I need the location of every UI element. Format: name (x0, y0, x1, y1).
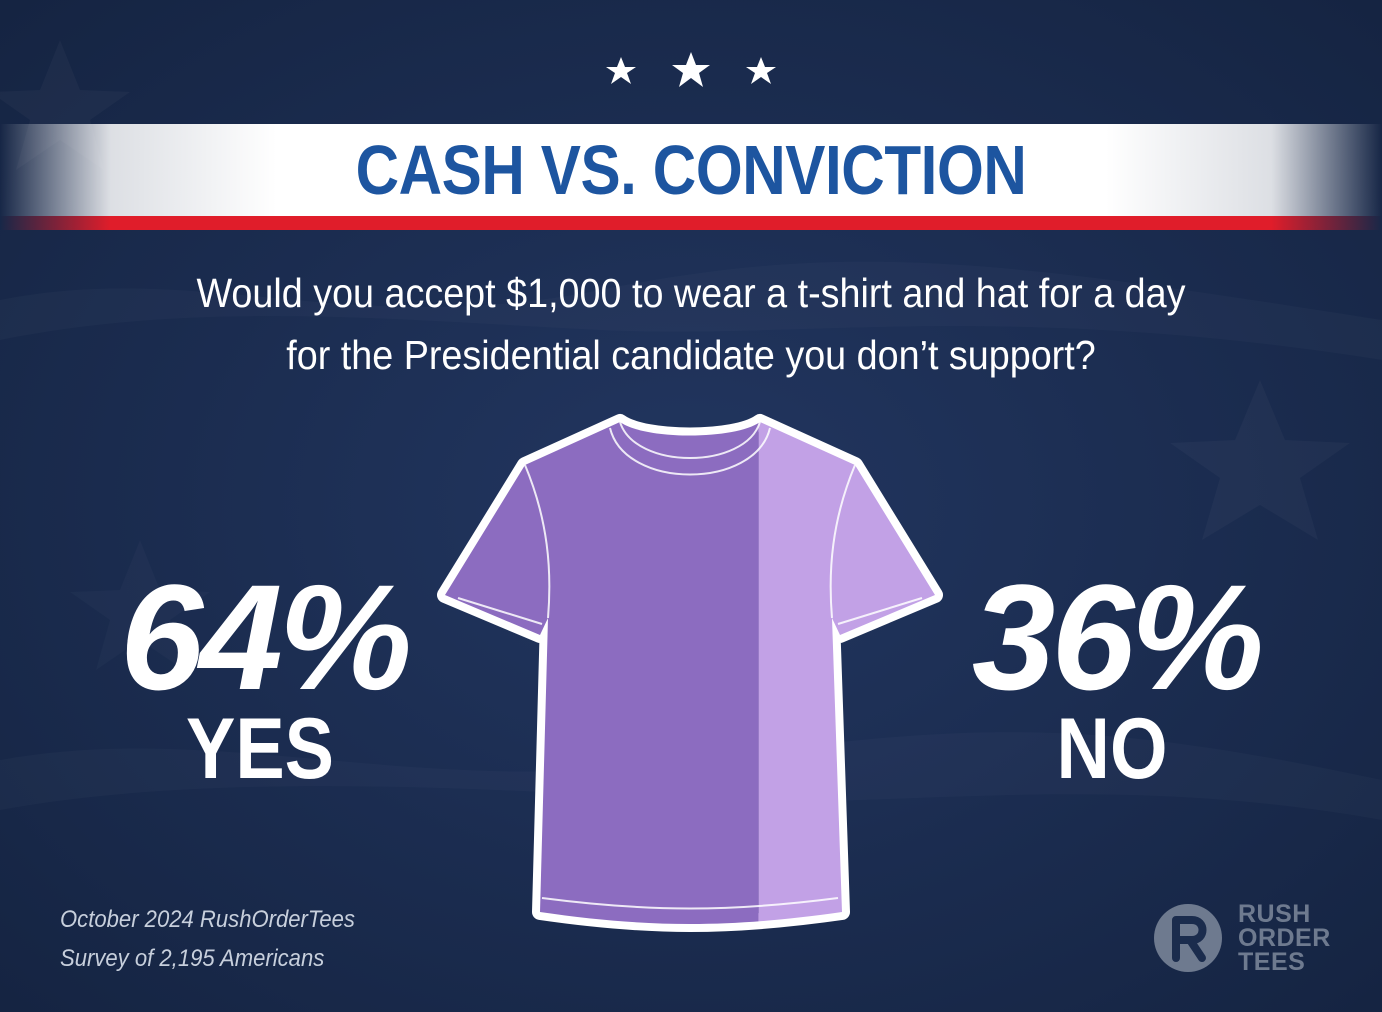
survey-question: Would you accept $1,000 to wear a t-shir… (185, 262, 1197, 386)
source-line-2: Survey of 2,195 Americans (60, 945, 325, 972)
no-percentage: 36% (971, 553, 1264, 721)
survey-source: October 2024 RushOrderTees Survey of 2,1… (60, 900, 355, 978)
source-line-1: October 2024 RushOrderTees (60, 906, 355, 933)
yes-percentage: 64% (119, 553, 412, 721)
logo-wordmark: RUSH ORDER TEES (1238, 900, 1331, 976)
star-icon (672, 52, 710, 87)
no-label: NO (1056, 701, 1168, 797)
page-title: CASH VS. CONVICTION (355, 131, 1027, 209)
tshirt-fill (445, 422, 935, 924)
yes-label: YES (185, 701, 335, 797)
title-banner (0, 124, 1382, 216)
tshirt-stitching (457, 421, 923, 910)
tshirt-chart (430, 400, 950, 950)
star-icon (746, 57, 776, 84)
decorative-stars (606, 52, 776, 87)
logo-line-1: RUSH (1238, 900, 1311, 928)
star-icon (606, 57, 636, 84)
question-line-2: for the Presidential candidate you don’t… (286, 332, 1096, 378)
logo-line-2: ORDER (1238, 924, 1331, 952)
rush-order-tees-logo-icon (1154, 904, 1222, 972)
logo-line-3: TEES (1238, 948, 1306, 976)
yes-share-fill (445, 422, 759, 924)
question-line-1: Would you accept $1,000 to wear a t-shir… (196, 270, 1186, 316)
title-red-stripe (0, 216, 1382, 230)
